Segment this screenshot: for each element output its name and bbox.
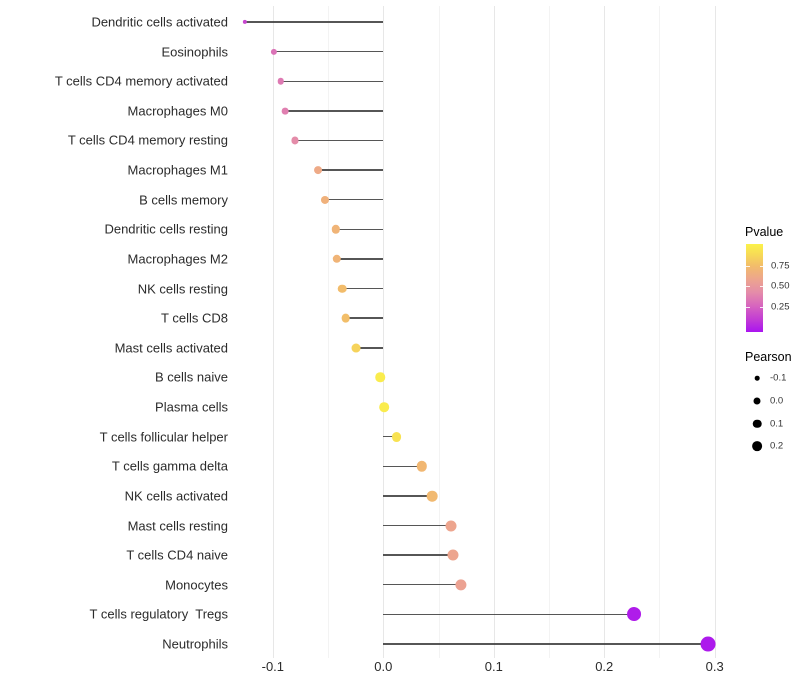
pearson-legend-label: 0.1: [770, 417, 784, 429]
lollipop-segment: [383, 584, 461, 586]
lollipop-dot: [270, 48, 278, 55]
x-axis-tick-label: 0.3: [705, 659, 724, 674]
lollipop-segment: [383, 643, 709, 645]
lollipop-segment: [383, 465, 422, 467]
pvalue-tick-label: 0.75: [771, 260, 790, 272]
lollipop-segment: [318, 169, 384, 171]
lollipop-dot: [351, 343, 361, 353]
pvalue-tick-mark: [746, 265, 750, 267]
lollipop-dot: [243, 19, 248, 25]
lollipop-dot: [331, 225, 340, 234]
pearson-legend-label: -0.1: [770, 372, 787, 384]
x-axis-tick-label: 0.1: [484, 659, 503, 674]
gridline-major: [493, 6, 495, 658]
lollipop-dot: [341, 313, 351, 323]
lollipop-dot: [277, 77, 284, 85]
lollipop-segment: [324, 199, 384, 201]
lollipop-segment: [383, 495, 432, 497]
lollipop-segment: [355, 347, 384, 349]
lollipop-dot: [291, 136, 299, 145]
lollipop-dot: [379, 402, 390, 412]
pvalue-tick-mark: [759, 265, 763, 267]
gridline-major: [604, 6, 606, 658]
lollipop-dot: [447, 549, 459, 561]
pearson-legend-dot: [753, 397, 761, 405]
y-axis-label: NK cells activated: [124, 488, 228, 504]
lollipop-dot: [320, 195, 329, 204]
y-axis-label: Mast cells resting: [127, 518, 228, 534]
y-axis-label: Macrophages M2: [127, 251, 228, 267]
lollipop-dot: [391, 431, 402, 442]
lollipop-segment: [280, 80, 384, 82]
lollipop-segment: [284, 110, 384, 112]
gridline-minor: [659, 6, 661, 658]
lollipop-segment: [335, 228, 384, 231]
pearson-legend-label: 0.0: [770, 395, 784, 407]
lollipop-dot: [416, 461, 428, 472]
lollipop-segment: [383, 524, 451, 527]
pearson-legend-dot: [754, 375, 760, 381]
y-axis-label: Eosinophils: [161, 44, 229, 60]
gridline-major: [383, 6, 385, 658]
y-axis-label: B cells memory: [139, 192, 228, 208]
pvalue-tick-label: 0.25: [771, 301, 790, 313]
lollipop-dot: [426, 490, 438, 502]
y-axis-label: T cells gamma delta: [111, 458, 228, 474]
lollipop-dot: [314, 166, 323, 175]
pvalue-colorbar: [746, 244, 763, 332]
lollipop-segment: [342, 287, 384, 290]
lollipop-segment: [383, 435, 397, 438]
x-axis-tick-label: 0.2: [595, 659, 614, 674]
y-axis-label: T cells regulatory Tregs: [89, 606, 228, 622]
lollipop-segment: [245, 21, 384, 23]
y-axis-label: Monocytes: [165, 577, 228, 593]
lollipop-dot: [627, 607, 642, 622]
pvalue-tick-mark: [759, 286, 763, 288]
x-axis-tick-label: -0.1: [261, 659, 285, 674]
lollipop-segment: [383, 613, 635, 616]
y-axis-label: Neutrophils: [162, 636, 228, 652]
gridline-major: [272, 6, 274, 658]
y-axis-label: NK cells resting: [137, 281, 228, 297]
y-axis-label: Macrophages M1: [127, 162, 228, 178]
gridline-minor: [438, 6, 440, 658]
pvalue-tick-mark: [759, 306, 763, 308]
pearson-legend-dot: [752, 419, 762, 428]
gridline-major: [714, 6, 716, 658]
lollipop-dot: [455, 579, 467, 591]
lollipop-segment: [294, 139, 384, 142]
lollipop-dot: [332, 254, 342, 264]
pearson-legend-title: Pearson: [745, 350, 792, 364]
x-axis-tick-label: 0.0: [374, 659, 393, 674]
lollipop-segment: [383, 554, 453, 556]
lollipop-dot: [281, 107, 289, 115]
y-axis-label: Dendritic cells activated: [91, 14, 228, 30]
pearson-legend-label: 0.2: [770, 440, 784, 452]
y-axis-label: T cells CD8: [161, 310, 228, 326]
gridline-minor: [549, 6, 550, 658]
pvalue-legend-title: Pvalue: [745, 225, 784, 239]
y-axis-label: Plasma cells: [155, 399, 228, 415]
lollipop-segment: [336, 258, 384, 260]
pvalue-tick-label: 0.50: [771, 280, 790, 292]
lollipop-dot: [700, 636, 716, 652]
y-axis-label: T cells follicular helper: [99, 429, 228, 445]
lollipop-dot: [375, 372, 385, 383]
pearson-legend-dot: [752, 441, 762, 452]
lollipop-dot: [338, 284, 347, 293]
y-axis-label: T cells CD4 memory resting: [67, 132, 228, 148]
lollipop-dot: [445, 520, 457, 532]
pvalue-tick-mark: [746, 286, 750, 288]
lollipop-segment: [345, 317, 384, 319]
y-axis-label: T cells CD4 memory activated: [54, 73, 228, 89]
y-axis-label: T cells CD4 naive: [126, 547, 228, 563]
pvalue-tick-mark: [746, 306, 750, 308]
gridline-minor: [328, 6, 330, 658]
y-axis-label: Macrophages M0: [127, 103, 228, 119]
y-axis-label: Mast cells activated: [114, 340, 228, 356]
y-axis-label: B cells naive: [155, 369, 228, 385]
lollipop-segment: [273, 50, 384, 53]
y-axis-label: Dendritic cells resting: [104, 221, 228, 237]
